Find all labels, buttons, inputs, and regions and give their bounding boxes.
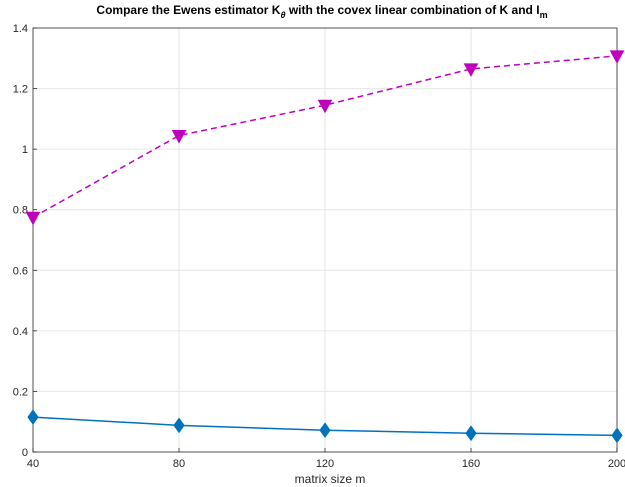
series-2-point — [609, 50, 625, 64]
y-tick-label: 0.6 — [13, 265, 28, 277]
series-2-point — [25, 211, 41, 226]
series-1-point — [319, 422, 331, 439]
series-2-point — [463, 63, 479, 77]
series-2 — [25, 50, 625, 226]
y-tick-label: 0.8 — [13, 205, 28, 217]
y-tick-label: 0.2 — [13, 386, 28, 398]
x-tick-label: 200 — [608, 458, 625, 470]
y-tick-label: 1.2 — [13, 84, 28, 96]
x-tick-label: 40 — [27, 458, 39, 470]
x-tick-label: 80 — [173, 458, 185, 470]
y-tick-label: 1.4 — [13, 23, 28, 35]
series-1 — [27, 409, 623, 444]
x-tick-label: 160 — [462, 458, 480, 470]
series-1-point — [173, 417, 185, 434]
chart-title-part2: with the covex linear combination of K a… — [286, 3, 540, 17]
series-layer — [25, 50, 625, 444]
y-tick-label: 0 — [22, 447, 28, 459]
x-axis-label: matrix size m — [295, 472, 366, 486]
x-tick-label: 120 — [316, 458, 334, 470]
tick-labels: 40 80 120 160 200 0 0.2 0.4 0.6 0.8 1 1.2 1.4 — [13, 23, 625, 470]
y-tick-label: 0.4 — [13, 326, 28, 338]
axes — [32, 27, 618, 453]
chart-title: Compare the Ewens estimator Kθ with the … — [96, 3, 547, 20]
series-2-point — [171, 130, 187, 144]
grid — [33, 28, 617, 452]
series-1-point — [465, 425, 477, 442]
chart-title-theta-subscript: θ — [280, 10, 285, 20]
chart-title-m-subscript: m — [540, 10, 548, 20]
series-1-point — [27, 409, 39, 426]
series-2-point — [317, 99, 333, 114]
series-2-line — [32, 55, 618, 218]
y-tick-label: 1 — [22, 144, 28, 156]
series-1-point — [611, 427, 623, 444]
chart-title-part1: Compare the Ewens estimator K — [96, 3, 280, 17]
